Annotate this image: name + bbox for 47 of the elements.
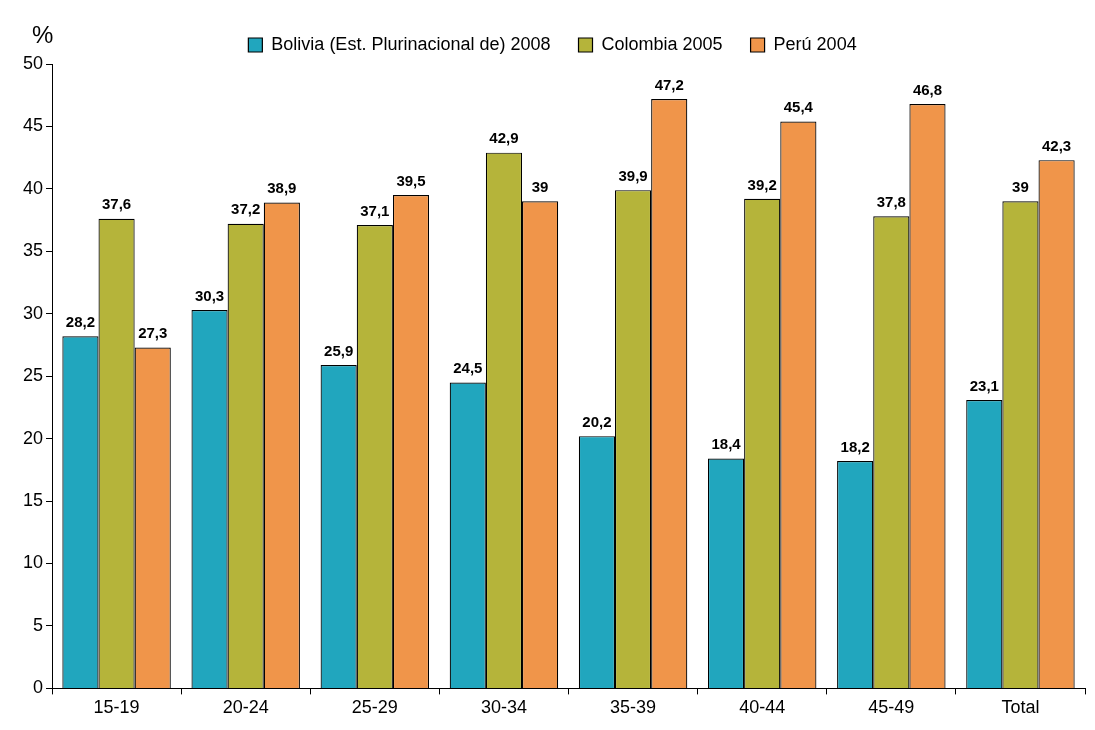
data-label: 46,8 xyxy=(912,80,943,98)
data-label: 37,2 xyxy=(231,200,261,218)
data-label: 45,4 xyxy=(783,98,814,116)
y-tick-label: 10 xyxy=(22,552,44,573)
legend-label: Bolivia (Est. Plurinacional de) 2008 xyxy=(271,33,551,54)
y-tick-label: 40 xyxy=(22,177,44,198)
y-tick-label: 20 xyxy=(22,427,44,448)
x-tick-label: 45-49 xyxy=(868,697,915,718)
y-tick-label: 5 xyxy=(33,614,44,635)
data-label: 42,9 xyxy=(489,129,519,147)
data-label: 37,8 xyxy=(876,192,906,210)
x-tick-label: 35-39 xyxy=(610,697,657,718)
data-label: 30,3 xyxy=(194,286,225,304)
data-label: 47,2 xyxy=(654,75,684,93)
data-label: 39,2 xyxy=(747,175,777,193)
data-label: 20,2 xyxy=(582,412,612,430)
x-tick-label: 40-44 xyxy=(739,697,786,718)
data-label: 39 xyxy=(1012,178,1029,196)
y-tick-label: 35 xyxy=(22,240,44,261)
y-tick-label: 50 xyxy=(22,52,44,73)
x-tick-label: 20-24 xyxy=(222,697,269,718)
data-label: 37,6 xyxy=(101,195,132,213)
data-label: 39,9 xyxy=(618,166,648,184)
legend-label: Perú 2004 xyxy=(773,33,857,54)
data-label: 38,9 xyxy=(267,179,297,197)
data-label: 18,4 xyxy=(711,435,742,453)
data-label: 24,5 xyxy=(453,359,483,377)
y-axis-title: % xyxy=(32,20,54,48)
x-tick-label: 15-19 xyxy=(93,697,140,718)
y-tick-label: 15 xyxy=(22,490,44,511)
y-tick-label: 45 xyxy=(22,115,44,136)
data-label: 25,9 xyxy=(324,341,354,359)
x-tick-label: Total xyxy=(1001,697,1040,718)
y-tick-label: 0 xyxy=(33,677,44,698)
y-tick-label: 25 xyxy=(22,365,44,386)
data-label: 37,1 xyxy=(360,201,390,219)
data-label: 42,3 xyxy=(1041,136,1072,154)
x-tick-label: 25-29 xyxy=(351,697,398,718)
data-label: 18,2 xyxy=(840,437,870,455)
data-label: 28,2 xyxy=(65,312,96,330)
data-label: 23,1 xyxy=(969,376,999,394)
y-tick-label: 30 xyxy=(22,302,44,323)
legend-label: Colombia 2005 xyxy=(601,33,723,54)
x-tick-label: 30-34 xyxy=(480,697,527,718)
data-label: 27,3 xyxy=(138,324,168,342)
data-label: 39 xyxy=(531,178,549,196)
data-label: 39,5 xyxy=(396,171,426,189)
